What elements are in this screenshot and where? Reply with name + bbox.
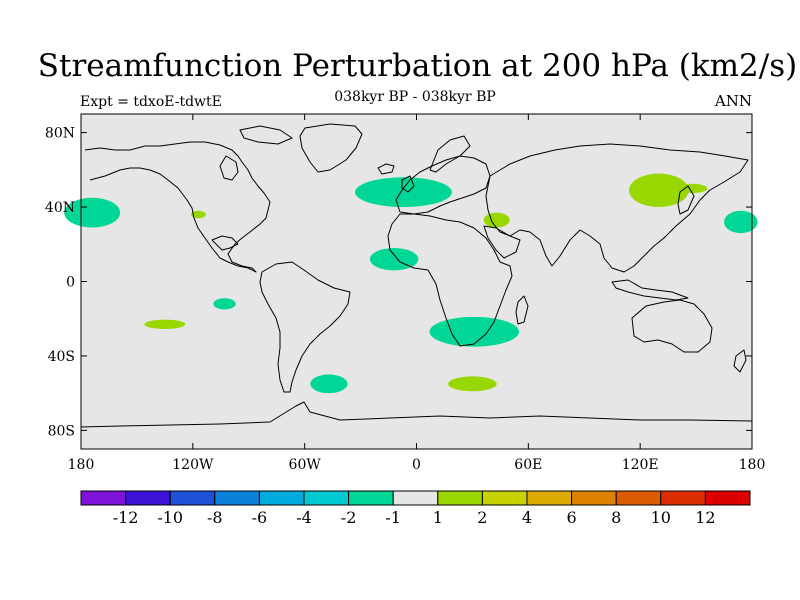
colorbar-label: 2	[477, 508, 487, 527]
coastline-arabia	[483, 225, 521, 259]
lon-tick-label: 60W	[289, 457, 322, 473]
colorbar-swatch	[169, 490, 216, 506]
map-background	[81, 114, 752, 449]
anomaly-region	[144, 319, 186, 329]
coastline-greenland	[299, 123, 363, 173]
colorbar-swatch	[348, 490, 394, 506]
lon-tick-label: 180	[68, 457, 95, 473]
coastline-gulf	[211, 235, 239, 251]
latitude-ticks: 80N 40N 0 40S 80S	[45, 126, 752, 439]
anomaly-region	[429, 316, 520, 347]
anomaly-regions	[64, 173, 758, 394]
anomaly-region	[354, 177, 452, 208]
colorbar-label: 4	[522, 508, 532, 527]
colorbar-swatch	[80, 490, 127, 506]
coastline-asia	[485, 143, 749, 273]
colorbar-label: -1	[385, 508, 401, 527]
colorbar-label: 8	[611, 508, 621, 527]
coastline-arctic-islands	[239, 125, 293, 145]
coastline-scandinavia	[429, 135, 471, 173]
longitude-ticks: 180 120W 60W 0 60E 120E 180	[68, 114, 766, 473]
lat-tick-label: 80N	[45, 126, 75, 142]
anomaly-region	[628, 173, 689, 208]
coastline-madagascar	[515, 295, 529, 325]
coastline-antarctica	[80, 401, 753, 428]
coastline-australia	[631, 299, 713, 353]
coastline-africa	[387, 213, 513, 347]
colorbar-label: 10	[651, 508, 671, 527]
colorbar-label: -10	[157, 508, 183, 527]
colorbar-swatch	[660, 490, 706, 506]
colorbar-label: 1	[433, 508, 443, 527]
lat-tick-label: 40S	[48, 349, 75, 365]
lat-tick-label: 0	[66, 275, 75, 291]
colorbar-swatch	[125, 490, 171, 506]
colorbar-label: -6	[252, 508, 268, 527]
anomaly-region	[677, 183, 708, 194]
colorbar: -12 -10 -8 -6 -4 -2 -1 1 2 4 6 8 10 12	[80, 490, 751, 527]
colorbar-label: -12	[113, 508, 139, 527]
colorbar-label: -8	[207, 508, 223, 527]
lon-tick-label: 180	[739, 457, 766, 473]
chart-title: Streamfunction Perturbation at 200 hPa (…	[37, 48, 798, 84]
coastline-hudson-bay	[219, 155, 239, 181]
coastline-iceland	[377, 163, 395, 175]
colorbar-label: -4	[296, 508, 312, 527]
colorbar-swatch	[214, 490, 260, 506]
lon-tick-label: 120W	[172, 457, 214, 473]
colorbar-swatch	[392, 490, 439, 506]
colorbar-swatch	[571, 490, 617, 506]
lat-tick-label: 40N	[45, 200, 75, 216]
season-label: ANN	[714, 92, 752, 110]
colorbar-label: 12	[695, 508, 715, 527]
lat-tick-label: 80S	[48, 423, 75, 439]
anomaly-region	[448, 376, 497, 392]
colorbar-swatch	[437, 490, 483, 506]
coastline-europe	[395, 155, 491, 215]
chart-subtitle: 038kyr BP - 038kyr BP	[334, 89, 496, 105]
colorbar-swatch	[303, 490, 350, 506]
coastline-indonesia	[611, 279, 689, 301]
colorbar-swatch	[526, 490, 573, 506]
lon-tick-label: 120E	[622, 457, 659, 473]
anomaly-region	[64, 197, 121, 228]
coastline-south-america	[259, 261, 351, 393]
coastlines	[80, 123, 753, 428]
anomaly-region	[724, 210, 758, 234]
colorbar-swatch	[615, 490, 662, 506]
colorbar-swatch	[258, 490, 305, 506]
anomaly-region	[190, 210, 206, 219]
anomaly-region	[483, 212, 510, 228]
lon-tick-label: 60E	[514, 457, 542, 473]
lon-tick-label: 0	[412, 457, 421, 473]
anomaly-region	[213, 298, 236, 310]
colorbar-swatch	[704, 490, 751, 506]
experiment-label: Expt = tdxoE-tdwtE	[80, 94, 222, 110]
coastline-japan	[677, 185, 695, 215]
coastline-new-zealand	[733, 349, 747, 373]
anomaly-region	[310, 374, 348, 394]
colorbar-label: -2	[341, 508, 357, 527]
colorbar-swatch	[481, 490, 528, 506]
coastline-north-america	[84, 141, 271, 273]
coastline-british-isles	[401, 175, 415, 193]
colorbar-label: 6	[567, 508, 577, 527]
